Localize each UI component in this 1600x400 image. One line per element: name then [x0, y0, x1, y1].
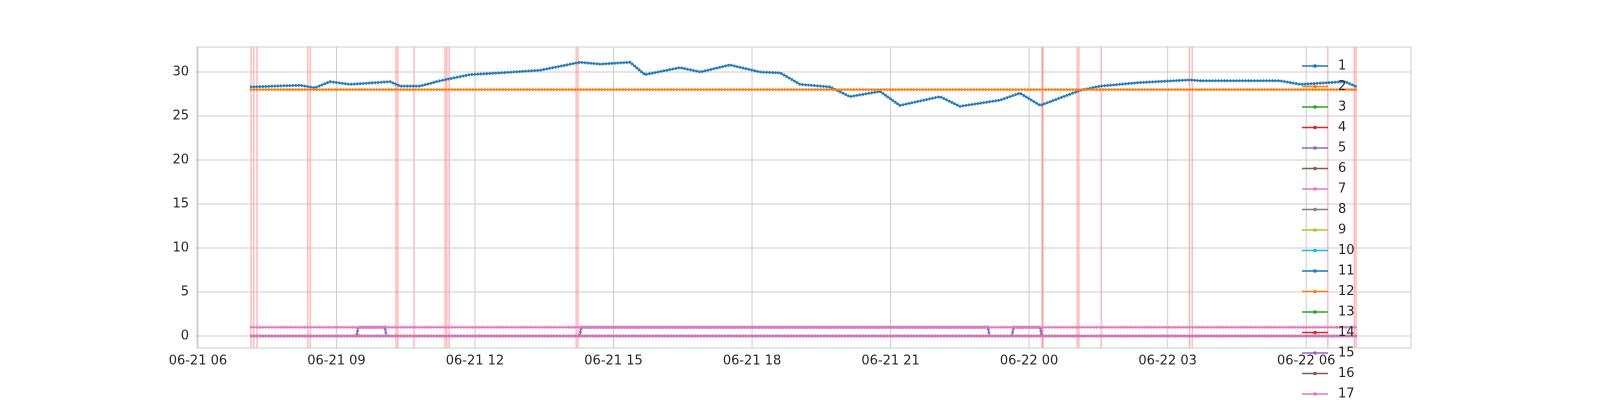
legend-label: 8 [1338, 202, 1346, 217]
legend-label: 9 [1338, 223, 1346, 238]
legend-marker [1313, 105, 1317, 109]
legend-marker [1313, 207, 1317, 212]
x-tick-label: 06-21 12 [446, 354, 504, 369]
y-tick-label: 0 [181, 329, 189, 344]
legend-marker [1313, 289, 1317, 294]
legend-marker [1313, 310, 1317, 314]
legend-marker [1313, 125, 1317, 130]
legend-label: 5 [1338, 141, 1346, 156]
legend-marker [1313, 64, 1317, 68]
x-tick-label: 06-22 06 [1277, 354, 1335, 369]
legend-marker [1313, 146, 1317, 150]
y-tick-label: 10 [172, 241, 189, 256]
series-markers [250, 60, 1358, 108]
legend-label: 3 [1338, 100, 1346, 115]
legend-marker [1313, 269, 1317, 273]
legend-label: 12 [1338, 284, 1355, 299]
legend-label: 11 [1338, 264, 1355, 279]
x-tick-label: 06-22 00 [1000, 354, 1058, 369]
legend-marker [1313, 330, 1317, 335]
axes-frame [196, 46, 1412, 349]
legend-marker [1313, 84, 1317, 89]
legend-label: 10 [1338, 243, 1355, 258]
legend-label: 15 [1338, 346, 1355, 361]
legend-marker [1313, 351, 1317, 355]
legend-marker [1313, 248, 1317, 253]
legend-marker [1313, 166, 1317, 171]
legend-label: 4 [1338, 120, 1346, 135]
legend-marker [1313, 392, 1317, 396]
y-tick-label: 15 [172, 197, 189, 212]
y-tick-label: 5 [181, 285, 189, 300]
legend-marker [1313, 228, 1317, 232]
plot [250, 47, 1358, 348]
y-tick-label: 20 [172, 153, 189, 168]
x-tick-label: 06-21 09 [307, 354, 365, 369]
x-tick-label: 06-21 21 [861, 354, 919, 369]
x-tick-label: 06-22 03 [1138, 354, 1196, 369]
x-tick-label: 06-21 06 [169, 354, 227, 369]
x-tick-label: 06-21 15 [584, 354, 642, 369]
legend-label: 1 [1338, 59, 1346, 74]
legend-label: 2 [1338, 79, 1346, 94]
legend-label: 13 [1338, 305, 1355, 320]
legend-marker [1313, 187, 1317, 191]
y-tick-label: 25 [172, 109, 189, 124]
legend-marker [1313, 371, 1317, 376]
legend-label: 14 [1338, 325, 1355, 340]
legend-label: 7 [1338, 182, 1346, 197]
legend-label: 16 [1338, 366, 1355, 381]
legend-label: 6 [1338, 161, 1346, 176]
legend-label: 17 [1338, 387, 1355, 400]
x-tick-label: 06-21 18 [723, 354, 781, 369]
y-tick-label: 30 [172, 64, 189, 79]
